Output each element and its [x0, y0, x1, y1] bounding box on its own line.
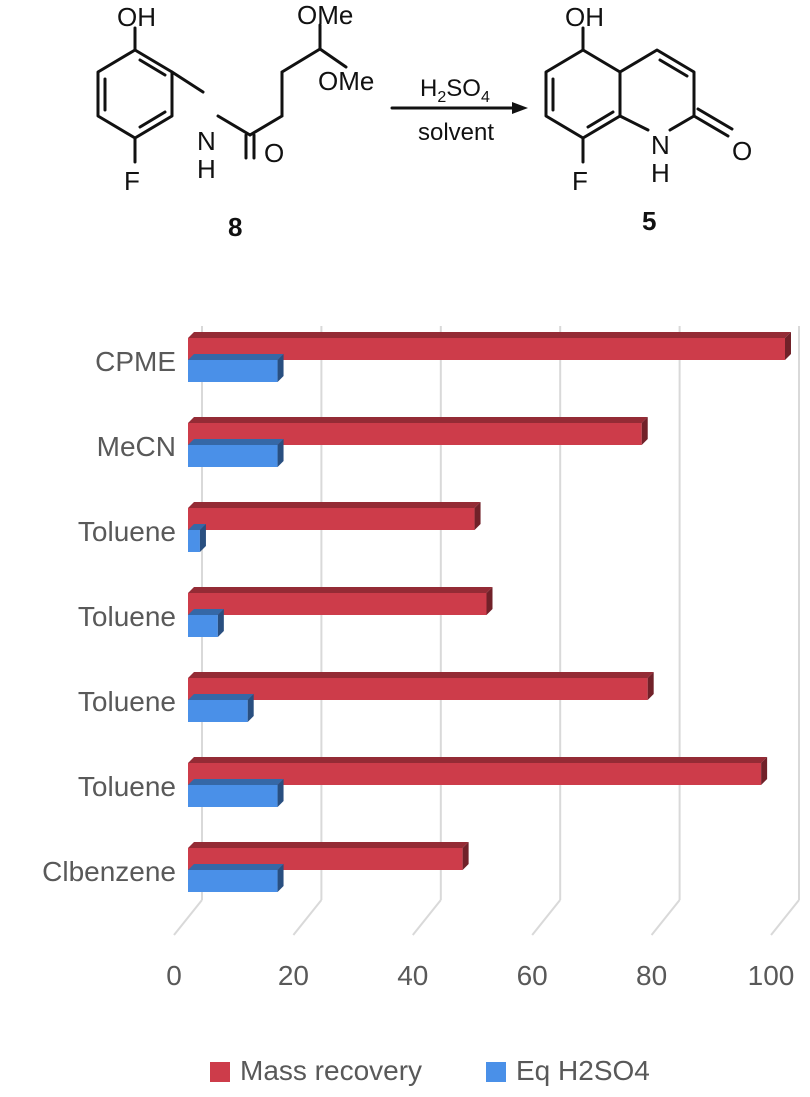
gridline-floor-2	[412, 899, 442, 936]
bar-eq-h2so4-4	[188, 700, 248, 722]
product-oh-label: OH	[565, 2, 604, 32]
bar-eq-h2so4-1-side	[277, 439, 284, 467]
bar-mass-recovery-0-side	[785, 332, 791, 360]
bar-eq-h2so4-2-side	[199, 524, 206, 552]
bar-mass-recovery-5-top	[188, 757, 768, 763]
reactant-nh-bond	[170, 70, 205, 94]
bar-mass-recovery-3-top	[188, 587, 493, 593]
bar-mass-recovery-5	[188, 763, 762, 785]
reactant-n-label: N	[197, 126, 216, 156]
x-tick-label-3: 60	[517, 960, 548, 991]
legend-label-mass-recovery: Mass recovery	[240, 1055, 422, 1086]
reactant-carbonyl-bond	[244, 133, 256, 160]
product-right-ring	[618, 48, 696, 132]
product-compound-label: 5	[642, 206, 656, 236]
bar-mass-recovery-3-side	[486, 587, 493, 615]
y-category-label-3: Toluene	[78, 601, 176, 632]
bar-eq-h2so4-0-top	[188, 354, 284, 360]
legend-swatch-mass-recovery	[210, 1062, 230, 1082]
bar-eq-h2so4-5-top	[188, 779, 284, 785]
y-category-label-2: Toluene	[78, 516, 176, 547]
bar-eq-h2so4-5	[188, 785, 278, 807]
bar-eq-h2so4-6-top	[188, 864, 284, 870]
bar-eq-h2so4-3-top	[188, 609, 224, 615]
reactant-ring-inner-bonds	[103, 58, 167, 129]
x-tick-label-2: 40	[397, 960, 428, 991]
bar-eq-h2so4-2	[188, 530, 200, 552]
bar-eq-h2so4-5-side	[277, 779, 284, 807]
bar-mass-recovery-4-top	[188, 672, 654, 678]
reactant-compound-label: 8	[228, 212, 242, 242]
product-n-label: N	[651, 130, 670, 160]
bar-mass-recovery-1-side	[641, 417, 648, 445]
product-f-label: F	[572, 166, 588, 196]
bar-mass-recovery-4	[188, 678, 648, 700]
bar-mass-recovery-1-top	[188, 417, 648, 423]
bar-eq-h2so4-4-side	[247, 694, 254, 722]
y-category-label-4: Toluene	[78, 686, 176, 717]
x-tick-label-5: 100	[748, 960, 795, 991]
bar-eq-h2so4-2-top	[188, 524, 206, 530]
bar-eq-h2so4-6-side	[277, 864, 284, 892]
bar-mass-recovery-2-side	[474, 502, 481, 530]
bar-eq-h2so4-3	[188, 615, 218, 637]
legend-label-eq-h2so4: Eq H2SO4	[516, 1055, 650, 1086]
reactant-ome-right-label: OMe	[318, 66, 374, 96]
bar-eq-h2so4-6	[188, 870, 278, 892]
bar-eq-h2so4-3-side	[217, 609, 224, 637]
gridline-floor-0	[173, 899, 203, 936]
product-carbonyl-bond	[692, 107, 734, 138]
product-right-ring-double	[658, 58, 689, 78]
reaction-arrowhead	[512, 102, 528, 114]
product-o-label: O	[732, 136, 752, 166]
x-tick-label-0: 0	[166, 960, 182, 991]
bar-eq-h2so4-0	[188, 360, 278, 382]
x-tick-label-4: 80	[636, 960, 667, 991]
reactant-o-label: O	[264, 138, 284, 168]
gridline-floor-1	[292, 899, 323, 936]
y-category-label-0: CPME	[95, 346, 176, 377]
bar-mass-recovery-0	[188, 338, 785, 360]
bar-eq-h2so4-0-side	[277, 354, 284, 382]
bar-mass-recovery-2-top	[188, 502, 481, 508]
y-category-label-5: Toluene	[78, 771, 176, 802]
reactant-h-label: H	[197, 154, 216, 184]
reaction-scheme: OH F N H O OMe OMe 8 H2SO4 solvent OH F …	[96, 0, 752, 242]
gridline-floor-3	[531, 899, 561, 936]
reactant-ome-bonds	[318, 23, 348, 69]
legend-swatch-eq-h2so4	[486, 1062, 506, 1082]
reagent-label: H2SO4	[420, 75, 490, 106]
solvent-label: solvent	[418, 119, 494, 146]
reactant-oh-label: OH	[117, 2, 156, 32]
bar-eq-h2so4-1	[188, 445, 278, 467]
bar-mass-recovery-4-side	[647, 672, 654, 700]
bar-mass-recovery-6-top	[188, 842, 469, 848]
reactant-chain	[216, 47, 322, 137]
y-category-label-6: Clbenzene	[42, 856, 176, 887]
bar-mass-recovery-5-side	[761, 757, 768, 785]
x-tick-label-1: 20	[278, 960, 309, 991]
bar-mass-recovery-0-top	[188, 332, 791, 338]
y-category-label-1: MeCN	[97, 431, 176, 462]
bar-mass-recovery-1	[188, 423, 642, 445]
bar-eq-h2so4-4-top	[188, 694, 254, 700]
reactant-f-label: F	[124, 166, 140, 196]
bar-mass-recovery-2	[188, 508, 475, 530]
bar-eq-h2so4-1-top	[188, 439, 284, 445]
reactant-ome-top-label: OMe	[297, 0, 353, 30]
gridline-floor-5	[770, 899, 800, 936]
product-left-ring-inner-bonds	[551, 77, 615, 129]
bar-mass-recovery-3	[188, 593, 487, 615]
gridline-floor-4	[650, 899, 681, 936]
bar-mass-recovery-6-side	[462, 842, 469, 870]
product-h-label: H	[651, 158, 670, 188]
